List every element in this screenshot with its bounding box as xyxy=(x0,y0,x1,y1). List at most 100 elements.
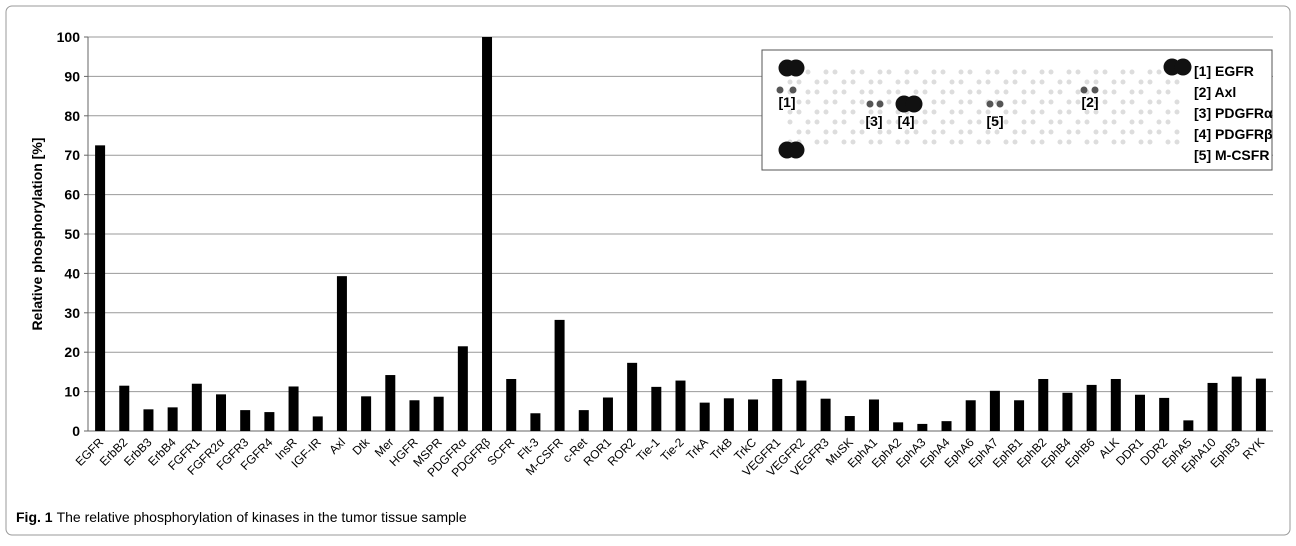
blot-dot xyxy=(968,120,973,125)
blot-spot-label: [4] xyxy=(897,113,914,129)
blot-dot xyxy=(1049,90,1054,95)
blot-dot xyxy=(1139,140,1144,145)
bar xyxy=(1014,400,1024,431)
bar xyxy=(289,386,299,431)
blot-dot xyxy=(851,100,856,105)
bar xyxy=(1256,379,1266,431)
blot-dot xyxy=(1121,140,1126,145)
y-tick-label: 40 xyxy=(64,265,80,281)
blot-dot xyxy=(1130,120,1135,125)
bar xyxy=(651,387,661,431)
blot-dot xyxy=(1040,140,1045,145)
bar xyxy=(917,424,927,431)
bar xyxy=(579,410,589,431)
blot-dot xyxy=(1103,130,1108,135)
blot-spot-small xyxy=(997,101,1004,108)
blot-dot xyxy=(977,120,982,125)
blot-dot xyxy=(806,120,811,125)
blot-dot xyxy=(896,140,901,145)
bar xyxy=(240,410,250,431)
blot-dot xyxy=(1112,90,1117,95)
blot-dot xyxy=(806,100,811,105)
blot-dot xyxy=(1112,140,1117,145)
blot-dot xyxy=(1103,90,1108,95)
blot-dot xyxy=(824,100,829,105)
blot-dot xyxy=(1004,80,1009,85)
blot-dot xyxy=(1166,140,1171,145)
blot-dot xyxy=(977,80,982,85)
blot-dot xyxy=(1067,70,1072,75)
blot-dot xyxy=(1130,70,1135,75)
blot-spot-label: [3] xyxy=(865,113,882,129)
blot-dot xyxy=(788,110,793,115)
blot-dot xyxy=(1175,130,1180,135)
blot-spot xyxy=(788,142,805,159)
blot-dot xyxy=(1148,110,1153,115)
blot-dot xyxy=(1058,110,1063,115)
blot-dot xyxy=(905,140,910,145)
blot-dot xyxy=(914,130,919,135)
blot-dot xyxy=(833,70,838,75)
blot-dot xyxy=(941,130,946,135)
y-tick-label: 90 xyxy=(64,68,80,84)
bar xyxy=(772,379,782,431)
blot-dot xyxy=(869,140,874,145)
blot-dot xyxy=(1112,120,1117,125)
blot-dot xyxy=(824,110,829,115)
blot-dot xyxy=(860,90,865,95)
caption-label: Fig. 1 xyxy=(16,509,53,525)
blot-dot xyxy=(959,140,964,145)
blot-dot xyxy=(977,140,982,145)
bar xyxy=(796,381,806,431)
blot-dot xyxy=(851,80,856,85)
inset-legend-entry: [4] PDGFRβ xyxy=(1194,126,1273,142)
blot-dot xyxy=(986,70,991,75)
blot-dot xyxy=(860,130,865,135)
blot-dot xyxy=(806,70,811,75)
blot-dot xyxy=(833,90,838,95)
blot-dot xyxy=(887,120,892,125)
inset-legend-entry: [1] EGFR xyxy=(1194,63,1254,79)
blot-dot xyxy=(1103,100,1108,105)
blot-dot xyxy=(950,120,955,125)
bar xyxy=(893,422,903,431)
blot-spot-small xyxy=(790,87,797,94)
y-axis-title: Relative phosphorylation [%] xyxy=(29,138,45,331)
blot-dot xyxy=(851,130,856,135)
blot-dot xyxy=(1175,140,1180,145)
bar xyxy=(966,400,976,431)
bar xyxy=(337,276,347,431)
blot-dot xyxy=(1049,100,1054,105)
blot-dot xyxy=(1112,80,1117,85)
blot-dot xyxy=(968,130,973,135)
blot-dot xyxy=(1076,130,1081,135)
blot-spot xyxy=(1175,59,1192,76)
blot-dot xyxy=(1130,130,1135,135)
blot-dot xyxy=(932,140,937,145)
blot-dot xyxy=(851,140,856,145)
blot-dot xyxy=(1121,100,1126,105)
blot-dot xyxy=(959,80,964,85)
blot-dot xyxy=(1148,140,1153,145)
blot-dot xyxy=(833,120,838,125)
caption-text: The relative phosphorylation of kinases … xyxy=(57,509,467,525)
blot-dot xyxy=(1094,70,1099,75)
blot-dot xyxy=(878,70,883,75)
y-tick-label: 0 xyxy=(72,423,80,439)
blot-dot xyxy=(824,130,829,135)
blot-dot xyxy=(824,80,829,85)
blot-dot xyxy=(797,100,802,105)
blot-dot xyxy=(923,120,928,125)
bar xyxy=(458,346,468,431)
blot-dot xyxy=(824,70,829,75)
blot-dot xyxy=(914,70,919,75)
blot-dot xyxy=(887,90,892,95)
blot-dot xyxy=(1058,80,1063,85)
blot-dot xyxy=(1022,90,1027,95)
blot-dot xyxy=(1148,100,1153,105)
blot-dot xyxy=(1040,80,1045,85)
bar xyxy=(168,407,178,431)
blot-dot xyxy=(995,70,1000,75)
y-tick-label: 30 xyxy=(64,305,80,321)
